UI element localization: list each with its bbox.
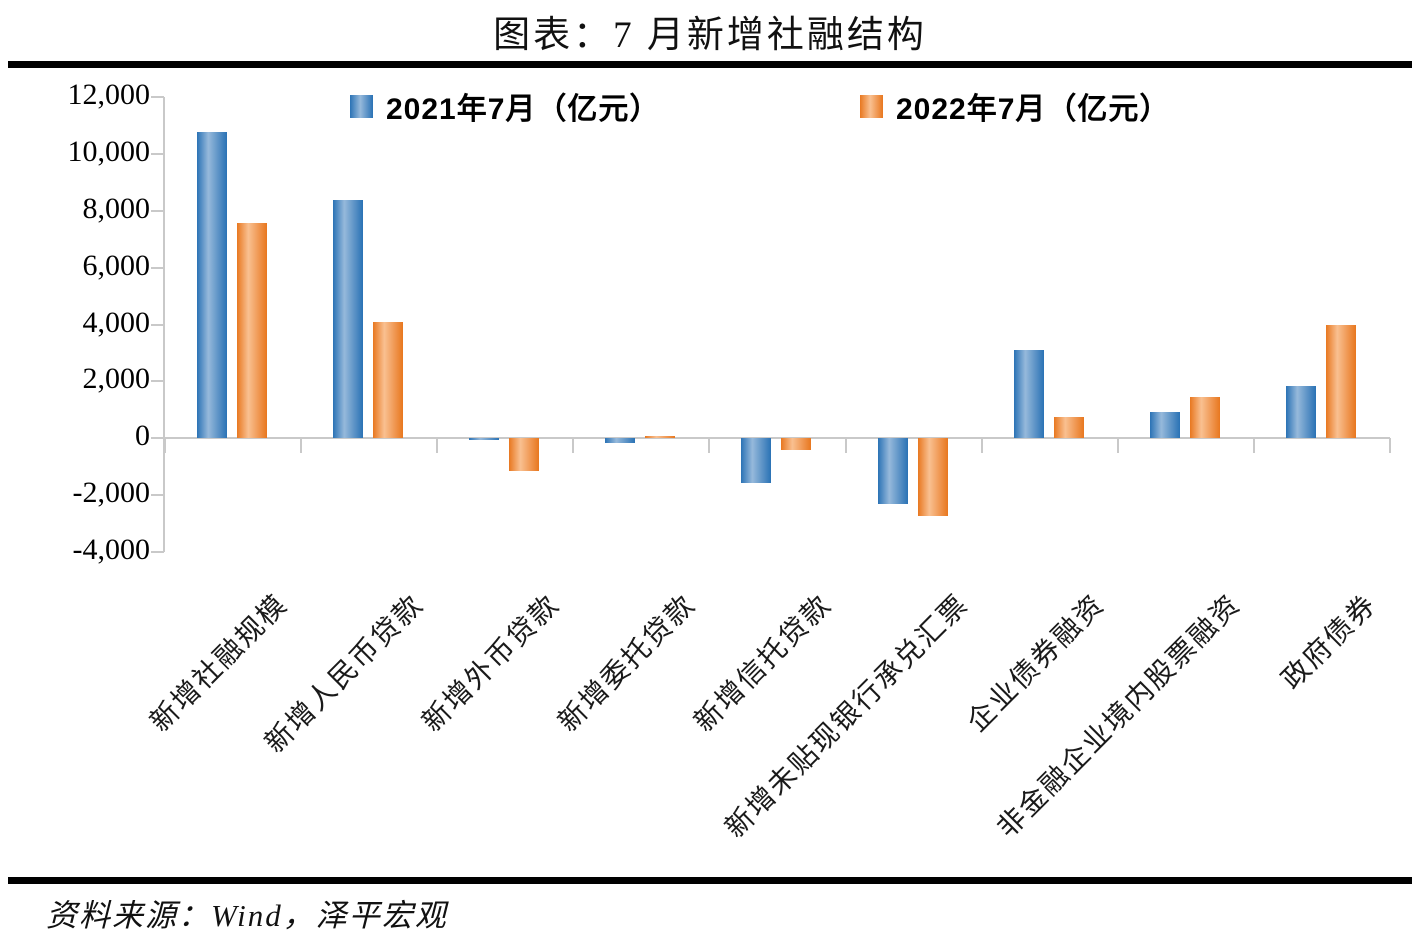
y-axis-line xyxy=(163,97,165,552)
bar-2022-2 xyxy=(509,438,540,471)
bar-2022-5 xyxy=(917,438,948,517)
y-tick-label: 12,000 xyxy=(67,78,151,111)
legend-swatch-2021-icon xyxy=(350,94,373,118)
y-axis-tick xyxy=(151,437,164,440)
y-axis-tick xyxy=(151,209,164,212)
y-axis-tick xyxy=(151,323,164,326)
x-axis-tick xyxy=(436,438,439,454)
bar-2022-1 xyxy=(373,321,404,439)
bar-2022-4 xyxy=(781,438,812,450)
x-category-label: 非金融企业境内股票融资 xyxy=(990,588,1247,844)
x-axis-tick xyxy=(572,438,575,454)
x-axis-baseline xyxy=(165,437,1390,440)
y-tick-label: 8,000 xyxy=(82,191,151,225)
y-tick-label: 6,000 xyxy=(82,248,151,282)
bar-2021-7 xyxy=(1149,411,1180,439)
bar-2021-1 xyxy=(333,199,364,439)
legend-swatch-2022-icon xyxy=(860,94,883,118)
x-axis-tick xyxy=(1252,438,1255,454)
legend-label-2022: 2022年7月（亿元） xyxy=(896,93,1171,126)
x-axis-tick xyxy=(1116,438,1119,454)
bar-2021-8 xyxy=(1285,386,1316,439)
x-category-label: 新增外币贷款 xyxy=(416,588,566,738)
bar-2021-0 xyxy=(197,132,227,439)
bar-2021-4 xyxy=(741,438,772,483)
y-tick-label: 0 xyxy=(135,419,150,453)
bar-2022-6 xyxy=(1053,417,1084,439)
x-category-label: 政府债券 xyxy=(1275,588,1383,696)
bar-2021-6 xyxy=(1013,350,1044,439)
top-divider-rule xyxy=(8,61,1412,68)
y-tick-label: -2,000 xyxy=(72,476,151,510)
y-axis-tick xyxy=(151,152,164,155)
y-axis-tick xyxy=(151,266,164,269)
y-tick-label: 4,000 xyxy=(82,305,151,339)
legend-label-2021: 2021年7月（亿元） xyxy=(386,93,661,126)
x-axis-tick xyxy=(1389,438,1391,454)
y-tick-label: -4,000 xyxy=(72,533,151,566)
x-axis-tick xyxy=(980,438,983,454)
y-tick-label: 10,000 xyxy=(67,134,151,168)
bottom-divider-rule xyxy=(8,877,1412,884)
bar-2022-3 xyxy=(645,435,676,439)
bar-2022-7 xyxy=(1189,397,1220,439)
bar-2022-0 xyxy=(237,223,267,439)
legend-entry-2021: 2021年7月（亿元） xyxy=(350,84,660,128)
y-tick-label: 2,000 xyxy=(82,362,151,396)
bar-2021-2 xyxy=(469,438,500,441)
bar-2022-8 xyxy=(1325,324,1356,439)
data-source-note: 资料来源：Wind，泽平宏观 xyxy=(46,898,448,933)
x-axis-tick xyxy=(844,438,847,454)
bar-2021-5 xyxy=(877,438,908,505)
x-axis-tick xyxy=(708,438,711,454)
x-category-label: 新增委托贷款 xyxy=(552,588,702,738)
x-axis-tick xyxy=(164,438,166,454)
y-axis-tick xyxy=(151,380,164,383)
x-axis-tick xyxy=(300,438,303,454)
y-axis-tick xyxy=(151,551,164,553)
y-axis-tick xyxy=(151,494,164,497)
legend-entry-2022: 2022年7月（亿元） xyxy=(860,84,1170,128)
bar-2021-3 xyxy=(605,438,636,443)
x-category-label: 新增未贴现银行承兑汇票 xyxy=(718,588,974,844)
y-axis-tick xyxy=(151,96,164,98)
chart-title: 图表：7 月新增社融结构 xyxy=(493,15,927,56)
